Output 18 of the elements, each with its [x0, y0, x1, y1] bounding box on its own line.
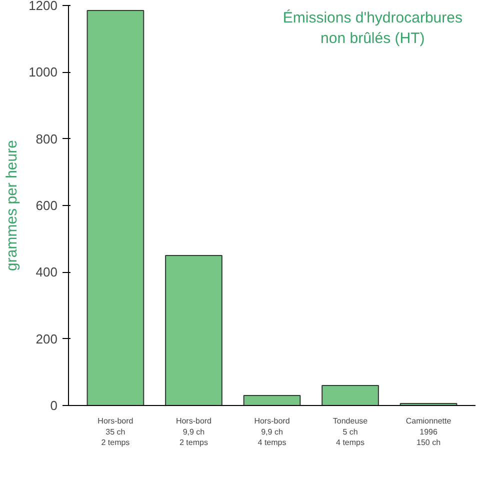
y-tick-label: 400 — [36, 264, 58, 280]
y-tick-label: 1000 — [28, 64, 58, 80]
bar — [165, 255, 222, 406]
x-tick-label: Camionnette 1996 150 ch — [406, 416, 452, 448]
x-tick-label: Hors-bord 35 ch 2 temps — [98, 416, 134, 448]
text: Émissions d'hydrocarbures non brûlés (HT) — [282, 8, 462, 47]
x-tick-label: Hors-bord 9,9 ch 2 temps — [176, 416, 212, 448]
bar — [322, 385, 379, 406]
y-tick-label: 800 — [36, 131, 58, 146]
y-axis-title: grammes per heure — [4, 140, 21, 271]
y-tick-label: 200 — [36, 331, 58, 346]
y-tick-label: 600 — [36, 198, 58, 213]
x-tick-label: Tondeuse 5 ch 4 temps — [332, 416, 368, 448]
bar — [86, 10, 144, 406]
x-tick-label: Hors-bord 9,9 ch 4 temps — [254, 416, 290, 448]
bar — [243, 395, 301, 406]
y-tick-label: 1200 — [28, 0, 58, 13]
y-tick-label: 0 — [50, 398, 58, 413]
